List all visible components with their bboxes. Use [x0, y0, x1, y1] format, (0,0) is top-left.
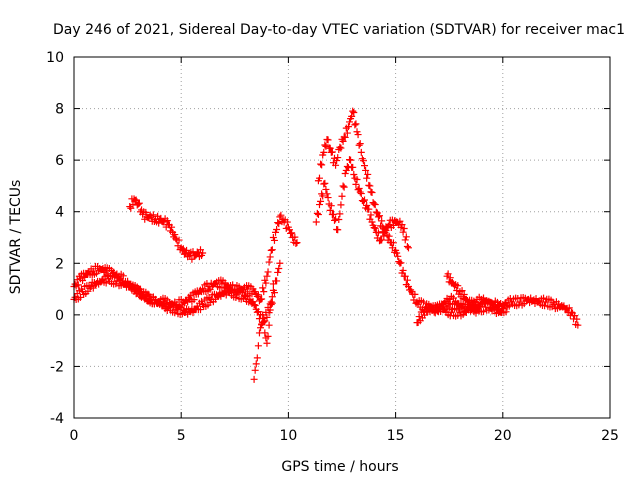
axis-ticks: 0 5 10 15 20 25 -4 -2 0 2 4 6 8 10 — [46, 50, 619, 444]
y-tick-label: 0 — [55, 308, 64, 324]
y-tick-label: 4 — [55, 205, 64, 221]
x-tick-label: 20 — [494, 428, 512, 444]
x-tick-label: 15 — [387, 428, 405, 444]
y-tick-label: 2 — [55, 256, 64, 272]
x-tick-label: 0 — [70, 428, 79, 444]
series-markers — [314, 107, 582, 329]
series-group — [312, 156, 412, 252]
y-axis-title: SDTVAR / TECUs — [8, 180, 24, 295]
series-markers — [70, 211, 301, 312]
series-group — [70, 211, 301, 312]
series-markers — [250, 280, 277, 383]
plot-frame — [73, 56, 611, 419]
series-group — [126, 195, 207, 263]
x-axis-title: GPS time / hours — [281, 459, 398, 475]
y-tick-label: 8 — [55, 102, 64, 118]
series-group — [413, 292, 511, 327]
series-markers — [443, 270, 483, 313]
grid — [74, 57, 610, 418]
series-markers — [312, 156, 412, 252]
series-group — [314, 107, 582, 329]
chart-title: Day 246 of 2021, Sidereal Day-to-day VTE… — [53, 22, 625, 38]
x-tick-label: 5 — [177, 428, 186, 444]
series-group — [250, 280, 277, 383]
y-tick-label: 6 — [55, 153, 64, 169]
y-tick-label: -2 — [50, 359, 64, 375]
y-tick-label: 10 — [46, 50, 64, 66]
series-markers — [413, 292, 511, 327]
series-markers — [126, 195, 207, 263]
series-group — [443, 270, 483, 313]
x-tick-label: 25 — [601, 428, 619, 444]
y-tick-label: -4 — [50, 411, 64, 427]
data-points — [70, 107, 582, 383]
x-tick-label: 10 — [279, 428, 297, 444]
